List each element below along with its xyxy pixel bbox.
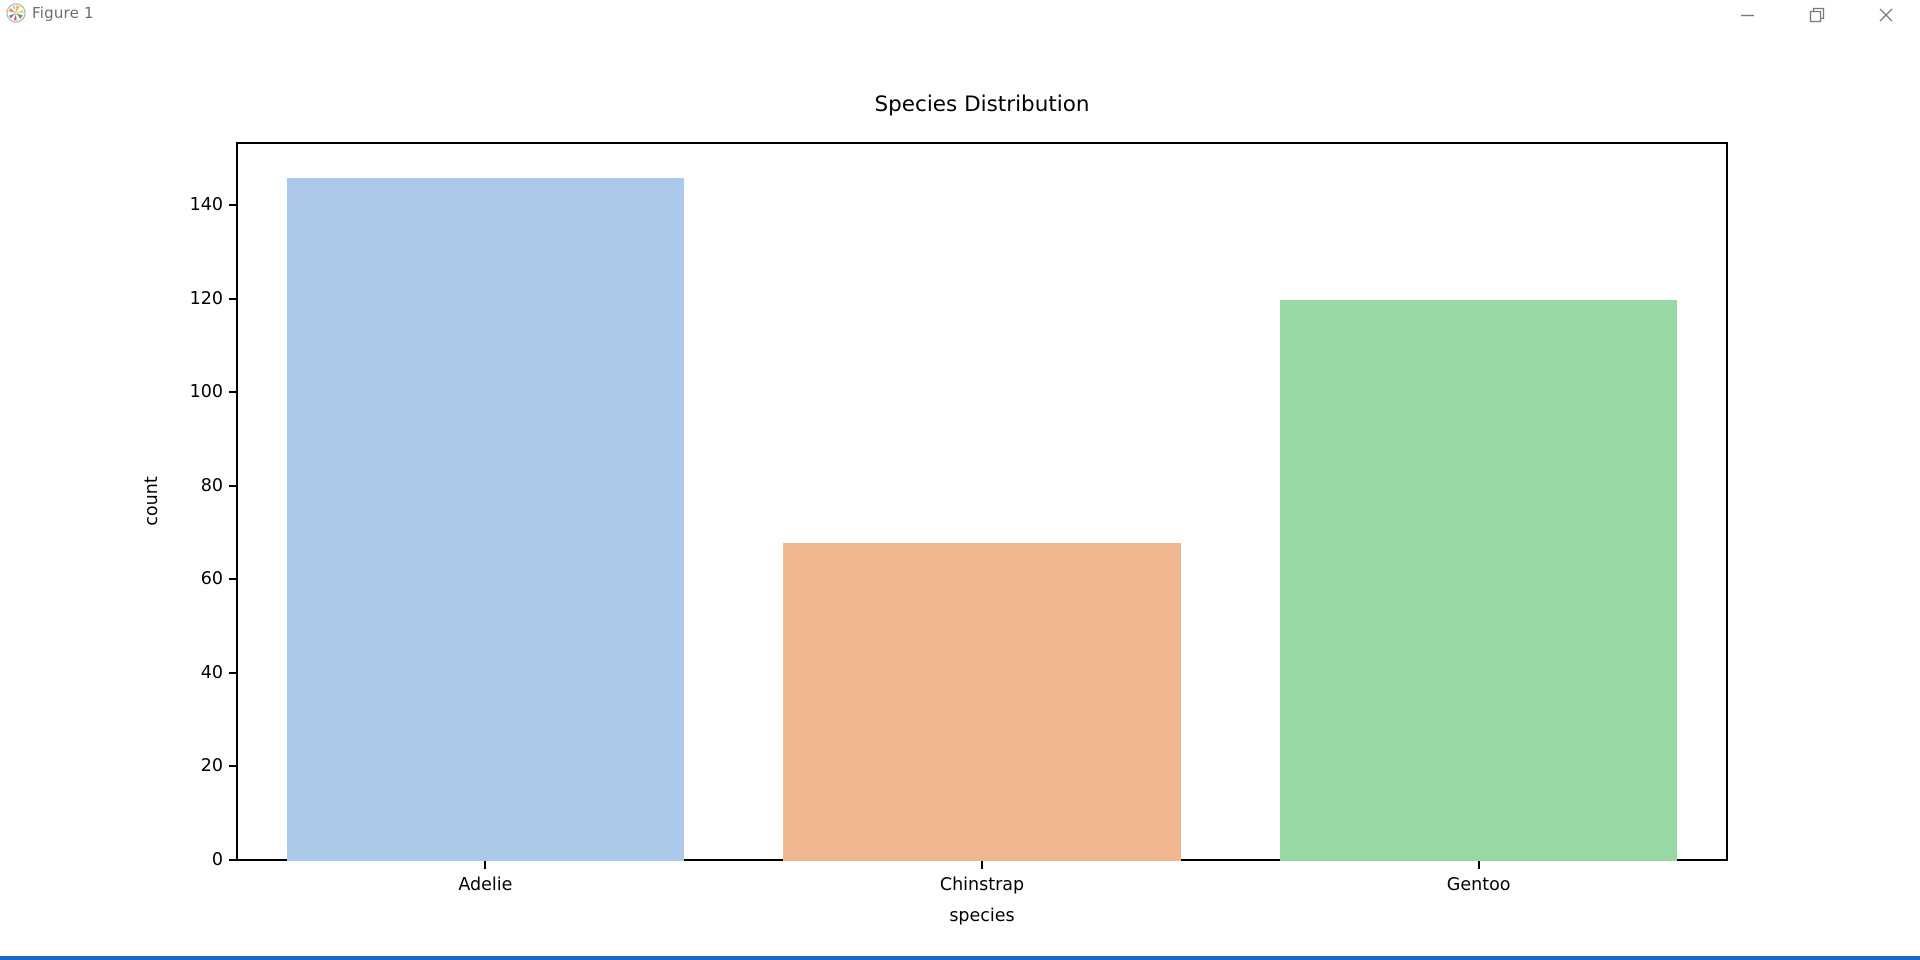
close-icon (1879, 8, 1892, 22)
taskbar-edge[interactable] (0, 956, 1920, 960)
y-tick-mark (229, 391, 237, 394)
y-tick-mark (229, 578, 237, 581)
y-tick-mark (229, 297, 237, 300)
y-tick-label: 40 (200, 662, 223, 683)
y-tick-label: 20 (200, 756, 223, 777)
x-tick-mark (981, 861, 983, 869)
bar-adelie (286, 178, 684, 861)
x-tick-label: Adelie (458, 875, 513, 895)
y-tick-mark (229, 859, 237, 861)
bar-chinstrap (783, 542, 1181, 861)
y-tick-label: 100 (189, 382, 223, 403)
window-title: Figure 1 (32, 4, 94, 22)
y-tick-label: 60 (200, 569, 223, 590)
bar-gentoo (1280, 299, 1678, 861)
y-tick-mark (229, 765, 237, 768)
x-tick-mark (484, 861, 487, 869)
x-tick-label: Gentoo (1446, 875, 1511, 895)
y-tick-mark (229, 671, 237, 674)
x-axis-label: species (949, 906, 1015, 926)
restore-button[interactable] (1782, 0, 1851, 30)
chart-title: Species Distribution (874, 92, 1090, 117)
y-tick-label: 120 (189, 288, 223, 309)
y-axis-label: count (142, 476, 162, 526)
restore-icon (1809, 7, 1824, 23)
minimize-button[interactable] (1713, 0, 1782, 30)
titlebar[interactable]: Figure 1 (0, 0, 1920, 28)
close-button[interactable] (1851, 0, 1920, 30)
minimize-icon (1741, 14, 1754, 16)
y-tick-label: 80 (200, 475, 223, 496)
y-tick-mark (229, 484, 237, 487)
y-tick-mark (229, 204, 237, 207)
y-tick-label: 0 (211, 850, 223, 870)
matplotlib-logo-icon (6, 3, 26, 23)
x-tick-mark (1477, 861, 1480, 869)
y-tick-label: 140 (189, 195, 223, 216)
x-tick-label: Chinstrap (939, 875, 1025, 895)
